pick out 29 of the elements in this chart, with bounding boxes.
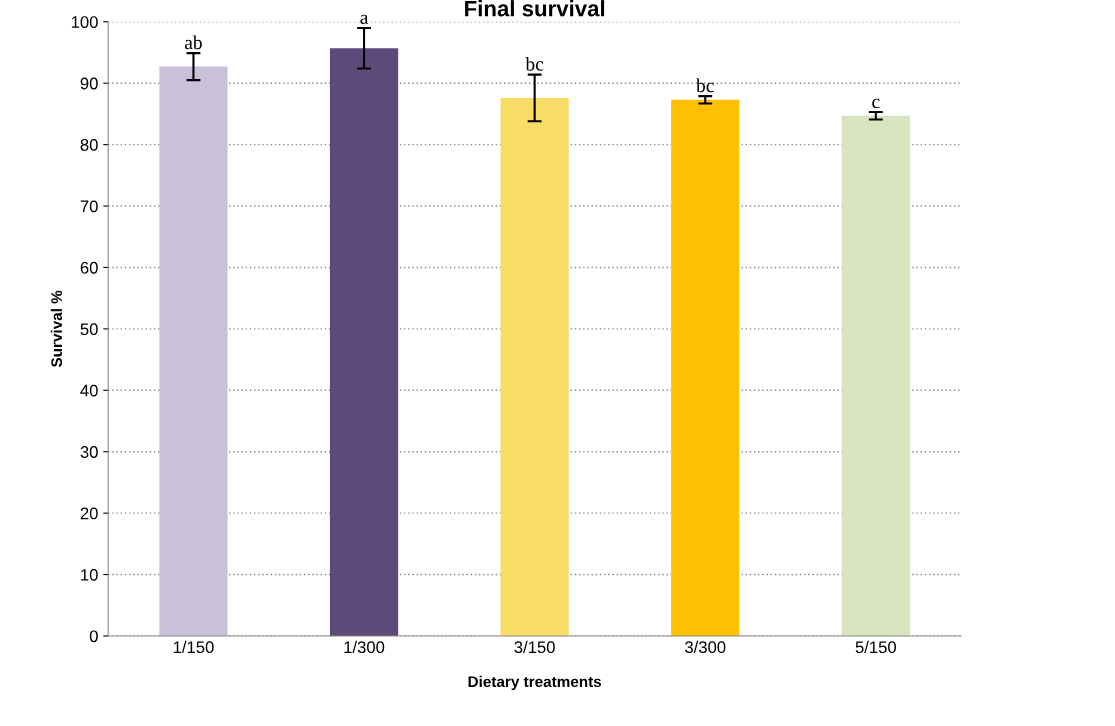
y-tick-label: 50 [80,323,98,336]
annotation: bc [525,56,544,71]
annotation: a [360,14,369,24]
bar [159,66,228,636]
annotation: bc [696,78,714,93]
x-tick-label: 3/150 [514,640,555,654]
chart-title: Final survival [465,0,605,17]
x-tick-label: 1/300 [344,640,385,654]
y-tick-label: 90 [80,77,98,90]
x-tick-label: 5/150 [855,640,897,654]
x-tick-label: 3/300 [685,640,726,654]
y-tick-label: 20 [80,507,98,520]
y-tick-label: 80 [80,139,98,151]
bar [500,97,569,636]
y-tick-label: 70 [80,200,98,213]
y-tick-label: 40 [80,384,98,397]
x-tick-label: 1/150 [173,640,214,654]
x-axis-title: Dietary treatments [468,675,602,691]
y-axis-title: Survival % [50,290,63,368]
bar [841,115,910,636]
y-tick-label: 30 [80,446,98,458]
annotation: ab [184,35,202,50]
annotation: c [872,98,880,109]
bar [671,99,740,636]
bar [329,48,399,636]
y-tick-label: 10 [81,568,98,581]
y-tick-label: 100 [71,16,98,28]
y-tick-label: 0 [89,630,98,643]
y-tick-label: 60 [80,261,98,274]
